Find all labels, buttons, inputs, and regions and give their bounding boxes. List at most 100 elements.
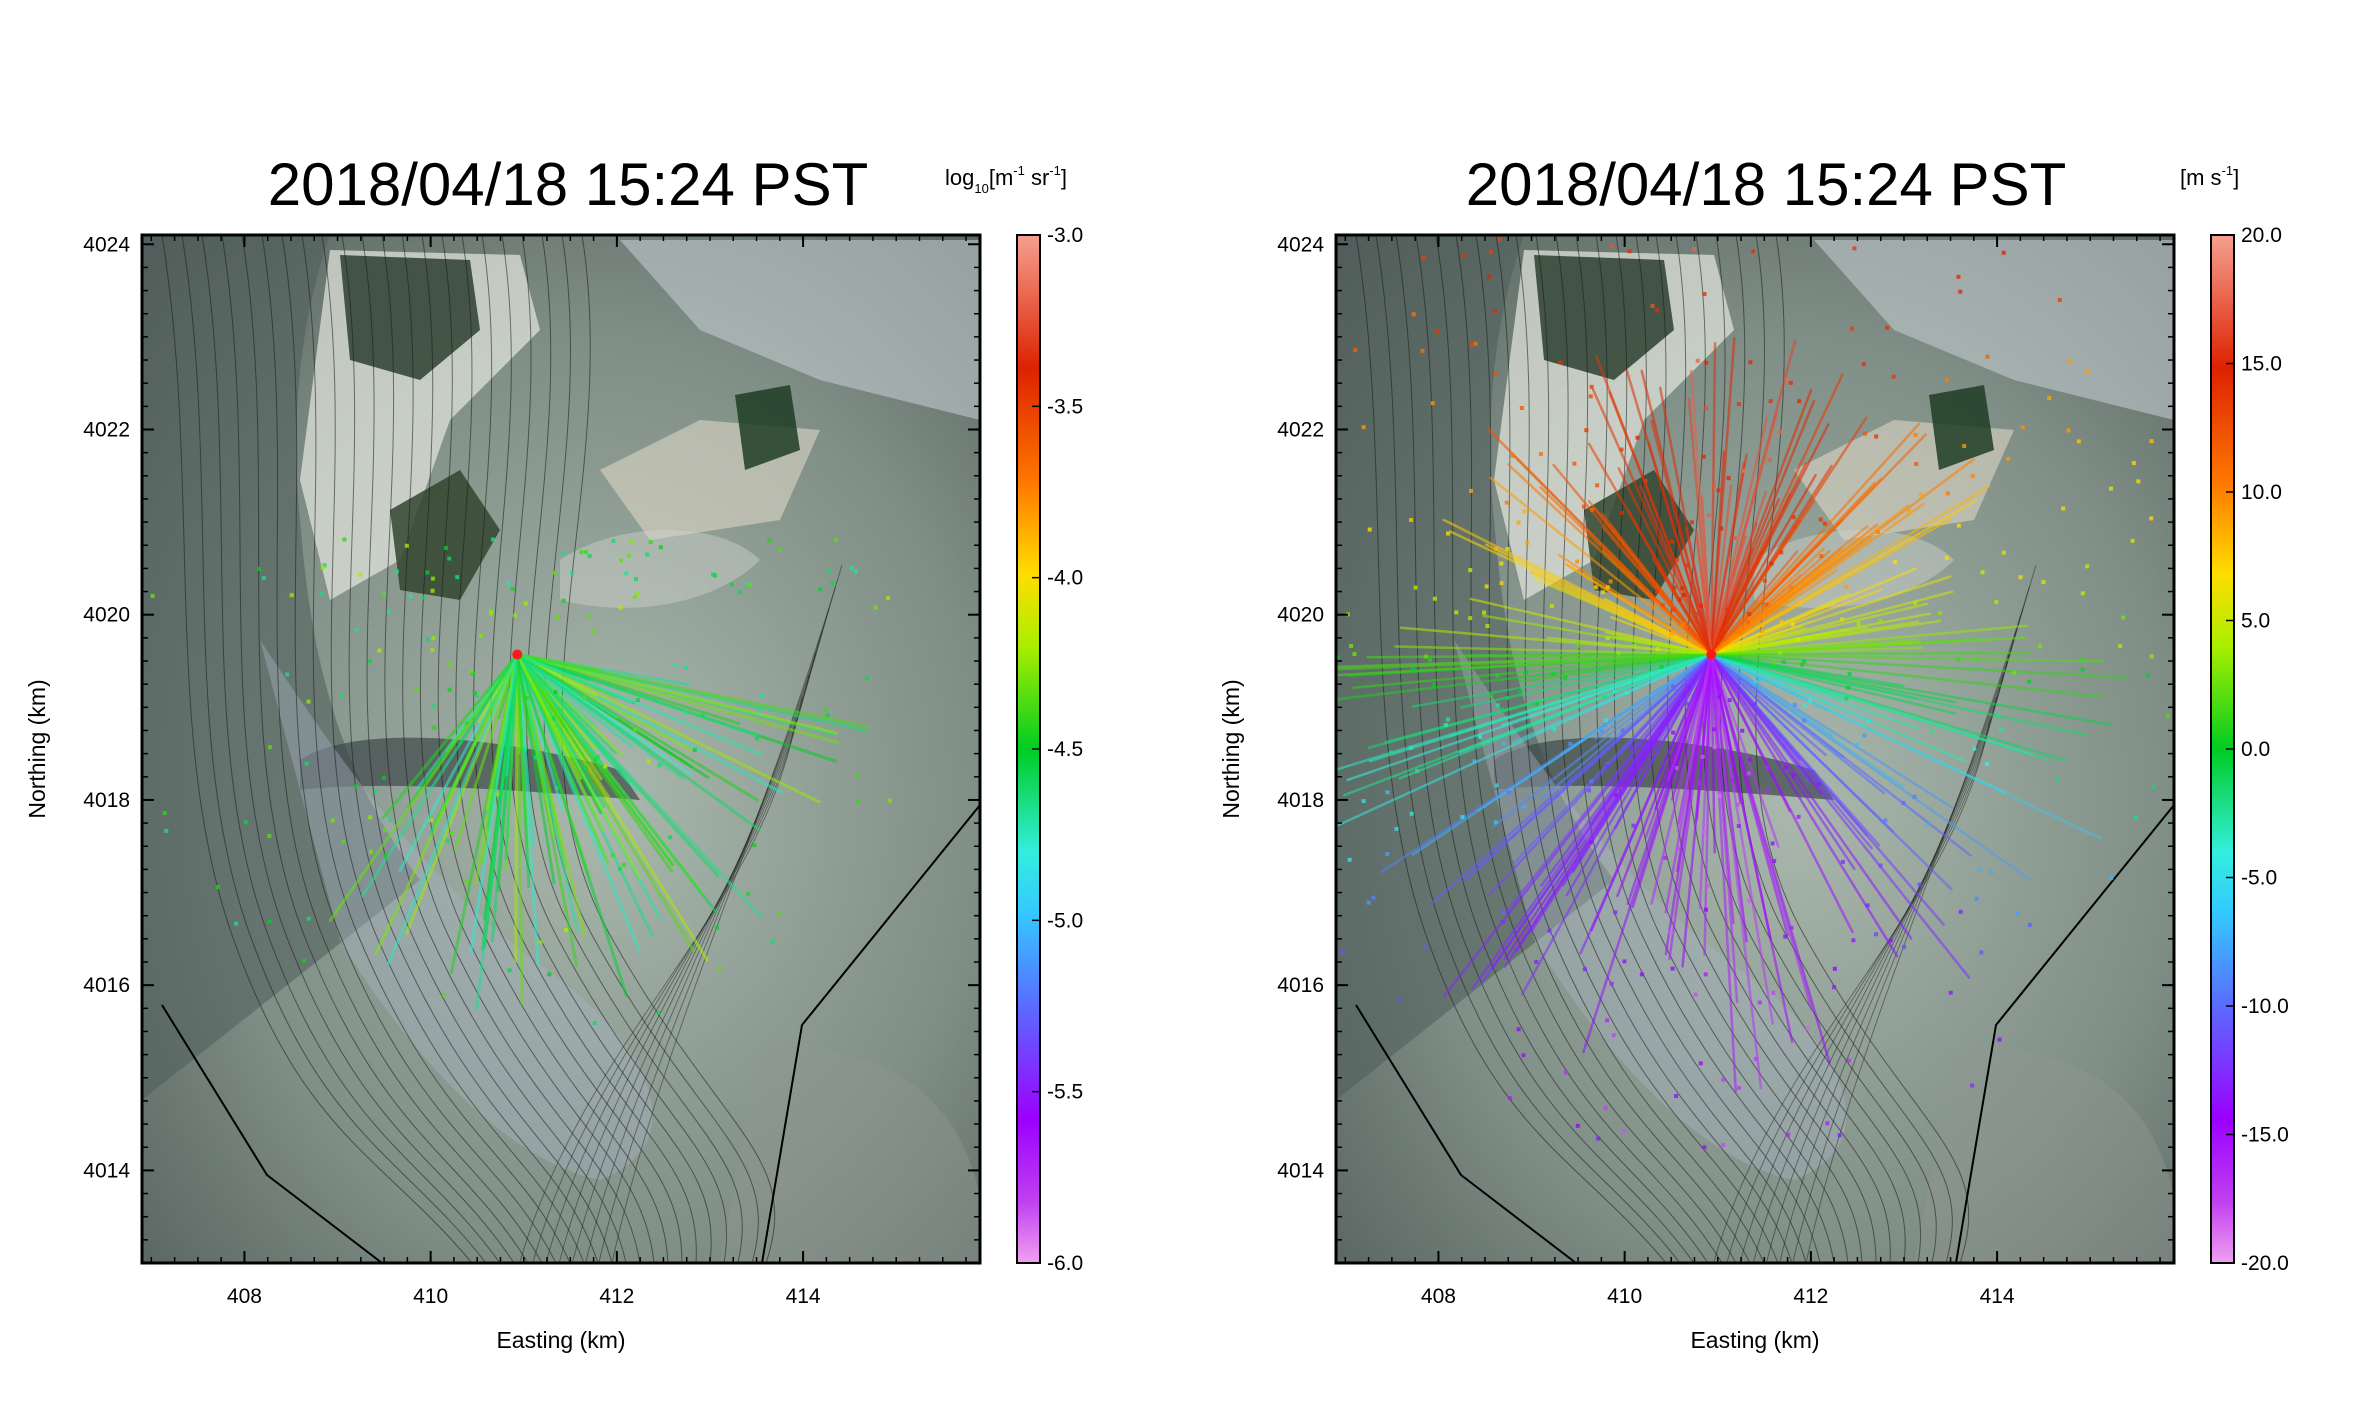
- scan-speckle: [2165, 713, 2170, 718]
- scan-speckle: [1736, 402, 1741, 407]
- scan-speckle: [1678, 696, 1683, 701]
- scan-speckle: [1361, 799, 1366, 804]
- scan-ray: [1709, 653, 1872, 722]
- scan-speckle: [2057, 298, 2062, 303]
- scan-speckle: [1751, 249, 1756, 254]
- scan-ray: [1650, 419, 1713, 656]
- scan-ray: [1709, 484, 1733, 656]
- scan-ray: [1650, 653, 1713, 905]
- scan-speckle: [322, 563, 327, 568]
- scan-speckle: [1789, 585, 1794, 590]
- scan-ray: [1709, 653, 1827, 757]
- scan-speckle: [490, 537, 495, 542]
- scan-speckle: [479, 633, 484, 638]
- scan-speckle: [443, 545, 448, 550]
- scan-speckle: [381, 775, 386, 780]
- scan-speckle: [1408, 745, 1413, 750]
- scan-speckle: [668, 835, 673, 840]
- scan-speckle: [1885, 325, 1890, 330]
- axes-border: [1334, 233, 2176, 1265]
- scan-speckle: [1994, 600, 1999, 605]
- scan-speckle: [1783, 765, 1788, 770]
- scan-speckle: [523, 747, 528, 752]
- scan-speckle: [1366, 900, 1371, 905]
- scan-ray: [1647, 441, 1713, 656]
- scan-speckle: [2027, 679, 2032, 684]
- scan-speckle: [622, 862, 627, 867]
- scan-speckle: [1701, 829, 1706, 834]
- scan-speckle: [2204, 620, 2208, 624]
- scan-speckle: [1534, 701, 1539, 706]
- scan-speckle: [1495, 703, 1500, 708]
- scan-speckle: [464, 721, 469, 726]
- scan-speckle: [2121, 615, 2126, 620]
- scan-speckle: [1602, 723, 1607, 728]
- scan-speckle: [2149, 439, 2154, 444]
- scan-ray: [1336, 653, 1713, 771]
- scan-speckle: [2012, 670, 2017, 675]
- scan-speckle: [1797, 399, 1802, 404]
- scan-speckle: [1962, 444, 1967, 449]
- scan-speckle: [414, 687, 419, 692]
- scan-speckle: [1227, 656, 1231, 660]
- scan-speckle: [432, 725, 437, 730]
- scan-ray: [1384, 653, 1713, 744]
- scan-speckle: [1802, 703, 1807, 708]
- scan-speckle: [849, 566, 854, 571]
- scan-speckle: [1477, 734, 1482, 739]
- scan-ray: [515, 653, 524, 1006]
- scan-speckle: [1716, 488, 1721, 493]
- scan-speckle: [1695, 358, 1700, 363]
- contour-line: [221, 235, 515, 1263]
- contour-line: [1713, 718, 1991, 1263]
- scan-ray: [1617, 467, 1713, 656]
- scan-speckle: [1631, 823, 1636, 828]
- scan-speckle: [1469, 342, 1474, 347]
- scan-speckle: [1313, 762, 1317, 766]
- scan-speckle: [1847, 1058, 1852, 1063]
- scan-speckle: [1488, 249, 1493, 254]
- scan-speckle: [1575, 559, 1580, 564]
- scan-speckle: [404, 543, 409, 548]
- scan-speckle: [1639, 972, 1644, 977]
- contour-line: [571, 630, 823, 1263]
- scan-speckle: [1588, 394, 1593, 399]
- scan-speckle: [701, 713, 706, 718]
- scan-speckle: [1506, 790, 1511, 795]
- scan-speckle: [1906, 509, 1911, 514]
- scan-speckle: [551, 716, 556, 721]
- scan-speckle: [289, 593, 294, 598]
- scan-speckle: [634, 591, 639, 596]
- scan-speckle: [368, 815, 373, 820]
- scan-speckle: [495, 792, 500, 797]
- scan-speckle: [1499, 581, 1504, 586]
- y-axis-label-right: Northing (km): [1218, 679, 1244, 818]
- scan-speckle: [648, 540, 653, 545]
- scan-speckle: [1680, 623, 1685, 628]
- scan-speckle: [1777, 679, 1782, 684]
- scan-ray: [1709, 653, 2104, 663]
- scan-speckle: [1764, 765, 1769, 770]
- scan-speckle: [1832, 985, 1837, 990]
- contour-line: [361, 235, 613, 1263]
- scan-ray: [1709, 653, 2128, 679]
- scan-speckle: [592, 1020, 597, 1025]
- scan-speckle: [474, 693, 479, 698]
- scan-ray: [1709, 422, 1921, 656]
- scan-ray: [1694, 530, 1713, 656]
- scan-speckle: [1445, 531, 1450, 536]
- contour-line: [545, 674, 810, 1263]
- scan-speckle: [1692, 247, 1697, 252]
- scan-ray: [515, 653, 760, 802]
- scan-speckle: [1760, 622, 1765, 627]
- scan-ray: [1709, 450, 1726, 656]
- scan-ray: [1709, 588, 1883, 656]
- scan-speckle: [1771, 990, 1776, 995]
- scan-speckle: [2080, 667, 2085, 672]
- scan-speckle: [285, 672, 290, 677]
- scan-ray: [1709, 473, 1817, 656]
- scan-speckle: [591, 630, 596, 635]
- scan-ray: [1709, 653, 1920, 730]
- contour-line: [561, 235, 776, 1263]
